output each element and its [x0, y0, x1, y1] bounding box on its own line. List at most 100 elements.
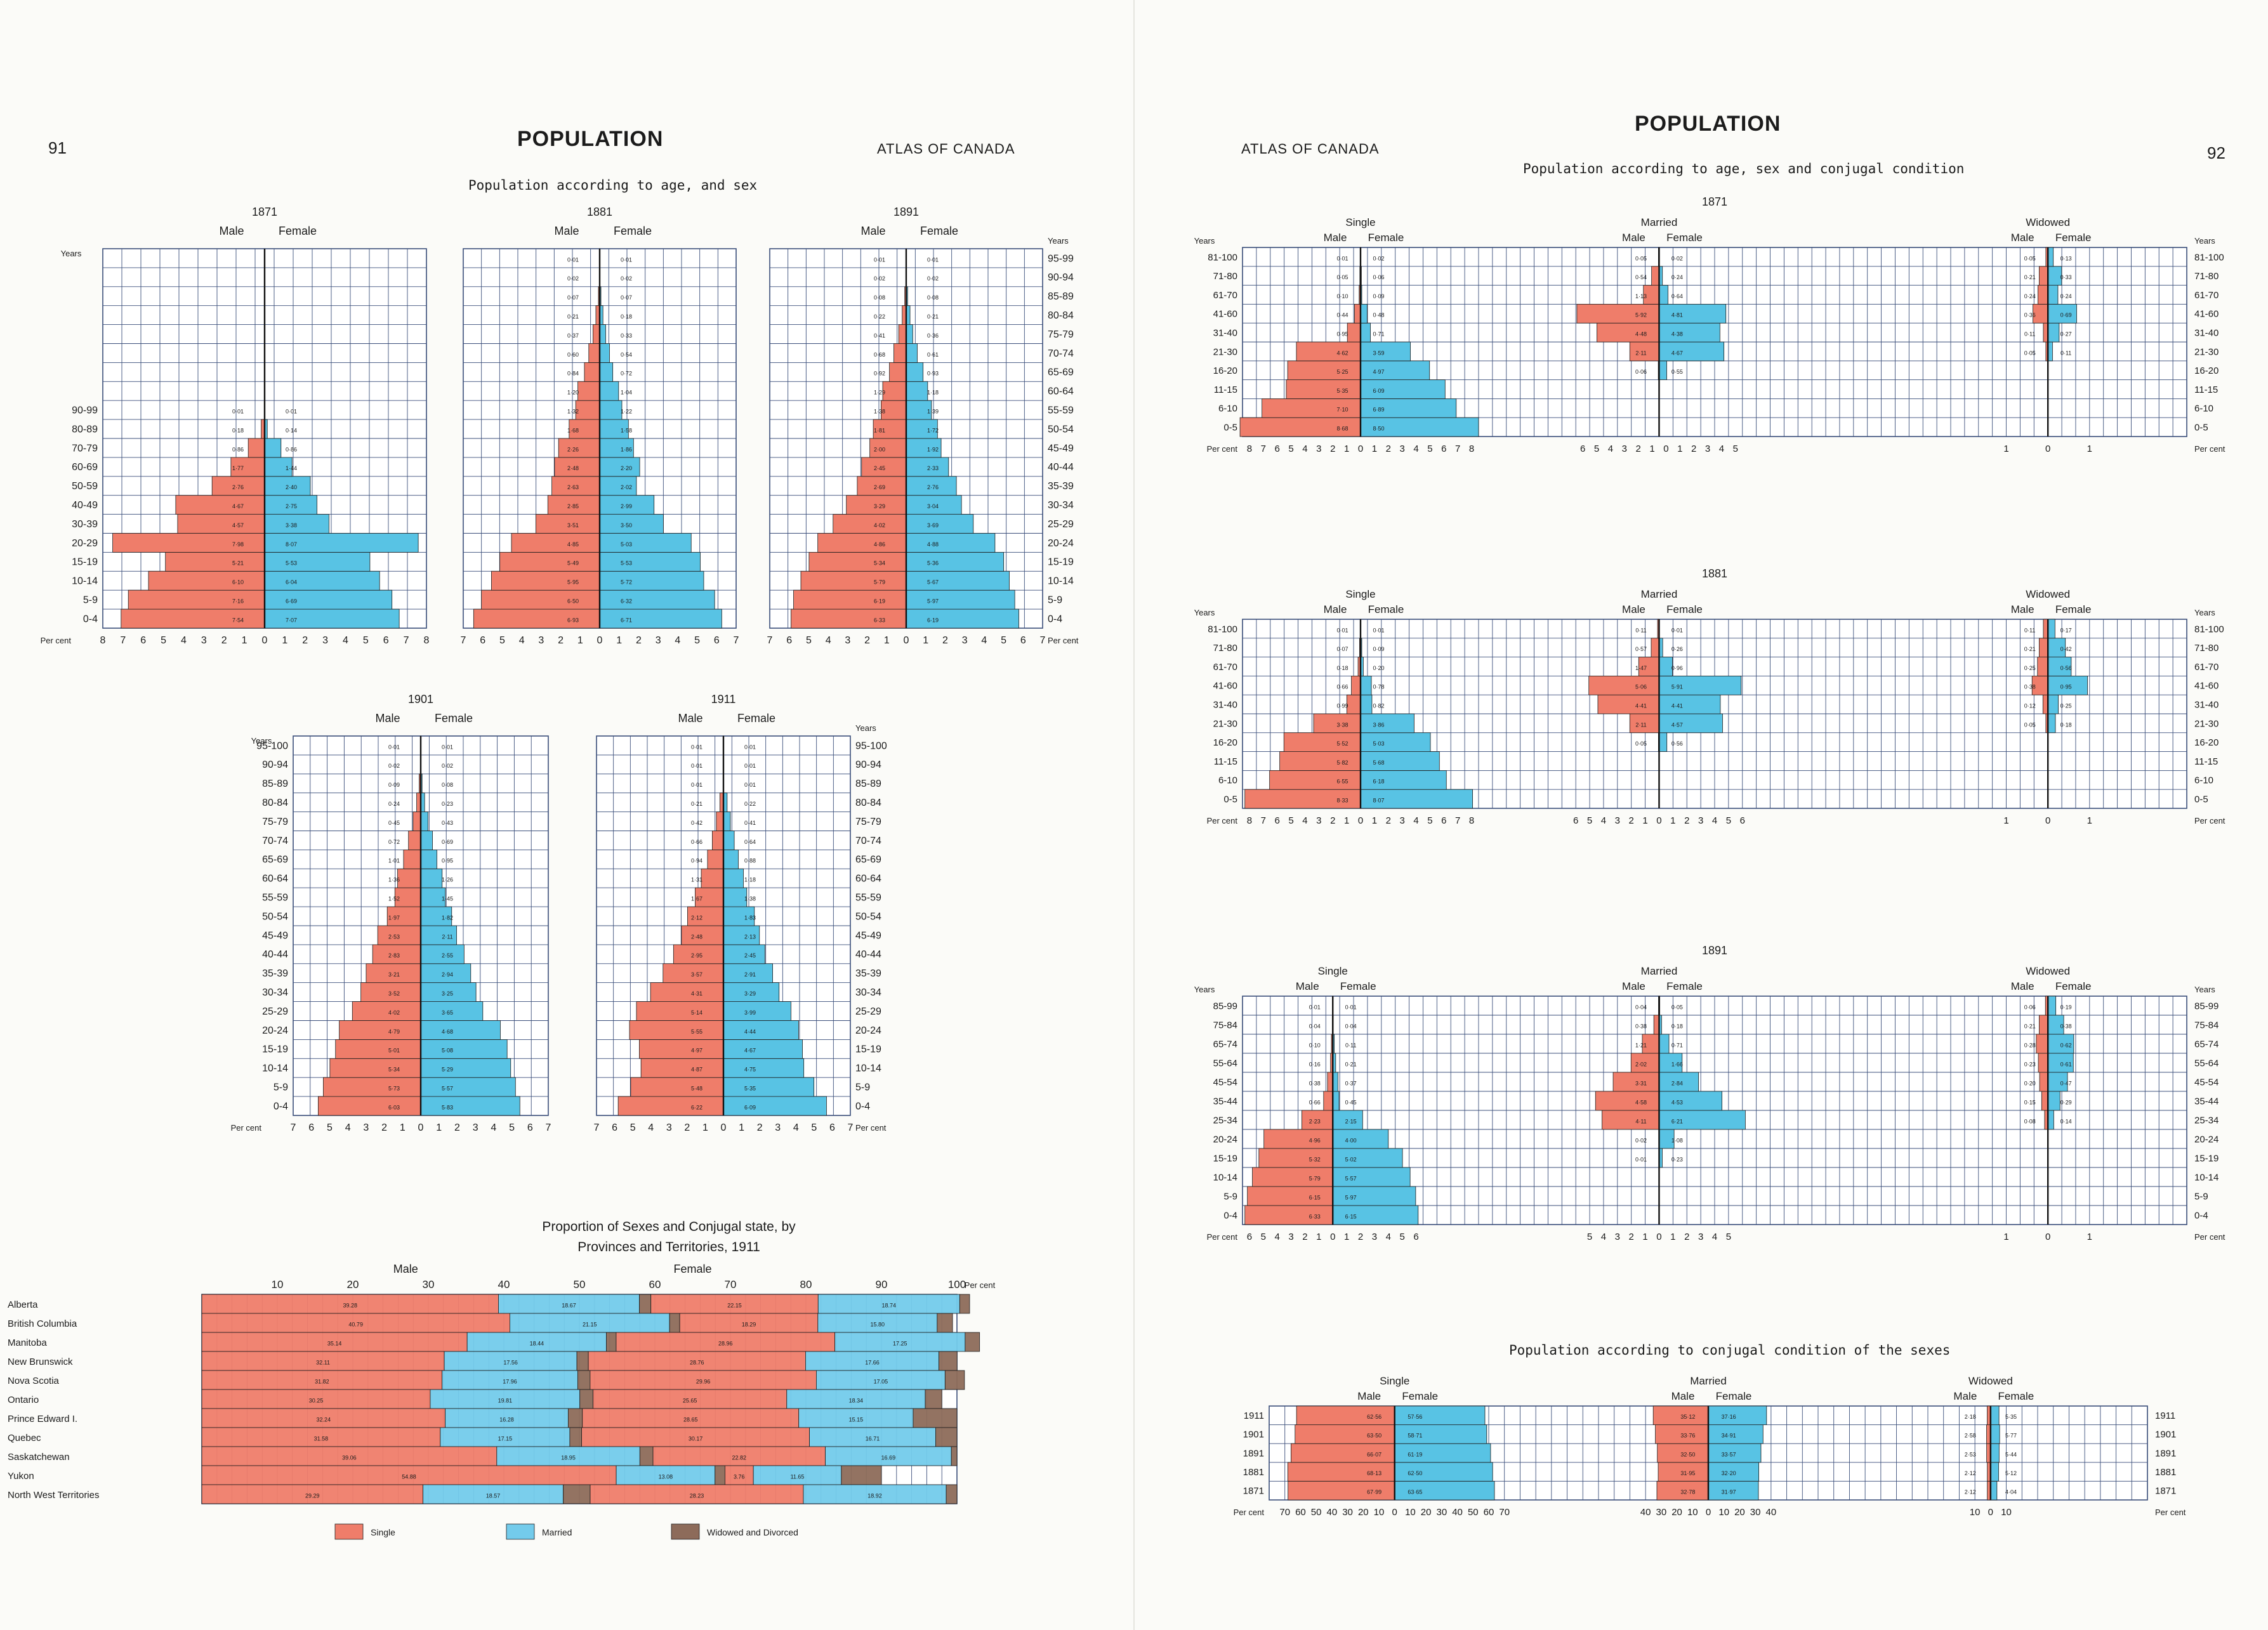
c1871-single-male-label: 0·44	[1337, 312, 1348, 319]
p1911-male-bar	[663, 963, 724, 983]
p1881-male-bar	[481, 589, 600, 610]
prov-male-married-label: 17.56	[503, 1359, 518, 1365]
c1871-single-female-bar	[1360, 417, 1479, 437]
p1871-male-label: 5·21	[232, 560, 244, 567]
p1901-age-label: 30-34	[262, 987, 288, 998]
p1891-male-bar	[791, 608, 907, 629]
c1881-single-tick-label: 2	[1330, 815, 1335, 826]
c1891-widowed-female-label: 0·62	[2060, 1042, 2072, 1048]
p1891-female-label: 0·08	[927, 294, 939, 301]
c1891-single-tick-label: 2	[1358, 1232, 1363, 1242]
c1891-married-female-label: 2·84	[1671, 1080, 1683, 1086]
c1891-single-male-bar	[1302, 1110, 1333, 1130]
p1881-male-label: 0·07	[567, 294, 579, 301]
p1871-tick-label: 5	[363, 635, 369, 646]
c1891-widowed-female-heading: Female	[2055, 980, 2092, 992]
p1901-years-label: Years	[251, 736, 272, 746]
c1891-age-label: 10-14	[2194, 1172, 2219, 1183]
c1891-married-tick-label: 1	[1670, 1232, 1675, 1242]
sexes-single-male-bar	[1296, 1405, 1395, 1426]
c1881-single-female-bar	[1360, 713, 1414, 733]
p1891-female-label: 1·92	[927, 446, 939, 452]
prov-male-married-label: 13.08	[659, 1473, 673, 1480]
p1911-age-label: 75-79	[855, 817, 881, 827]
c1881-single-male-label: 0·07	[1337, 646, 1348, 652]
p1911-male-bar	[707, 850, 724, 869]
prov-male-widowed-bar	[563, 1484, 591, 1504]
c1881-married-tick-label: 6	[1740, 815, 1745, 826]
p1891-male-label: 2·00	[874, 446, 885, 452]
p1891-female-bar	[906, 552, 1005, 572]
p1901-age-label: 0-4	[274, 1101, 288, 1112]
p1881-female-label: 2·99	[621, 503, 632, 509]
c1881-single-tick-label: 1	[1344, 815, 1349, 826]
sexes-married-male-label: 32·50	[1680, 1451, 1695, 1457]
p1871-female-bar	[264, 608, 400, 629]
prov-province-label: Nova Scotia	[8, 1376, 60, 1386]
p1901-male-label: 4·02	[388, 1009, 400, 1016]
c1871-single-male-label: 0·10	[1337, 293, 1348, 299]
p1901-female-heading: Female	[435, 712, 473, 725]
p1891-female-bar	[906, 457, 949, 477]
c1881-age-label: 71-80	[1213, 643, 1237, 654]
c1881-single-tick-label: 1	[1372, 815, 1377, 826]
p1891-female-label: 3·04	[927, 503, 939, 509]
p1881-male-bar	[535, 514, 600, 534]
p1911-female-label: 4·67	[744, 1048, 756, 1054]
c1881-age-label: 21-30	[1213, 718, 1237, 729]
c1881-widowed-male-label: 0·21	[2024, 646, 2036, 652]
sexes-married-male-label: 33·76	[1680, 1433, 1695, 1439]
sexes-single-female-label: 57·56	[1408, 1414, 1422, 1420]
prov-female-single-label: 25.65	[683, 1397, 697, 1403]
p1911-age-label: 45-49	[855, 930, 881, 941]
p1911-male-bar	[650, 982, 724, 1002]
prov-female-widowed-bar	[935, 1427, 958, 1447]
p1881-male-label: 0·21	[567, 313, 579, 320]
prov-legend-label: Married	[542, 1527, 572, 1537]
c1881-married-tick-label: 3	[1698, 815, 1703, 826]
c1891-married-male-bar	[1653, 1015, 1659, 1035]
sexes-married-female-label: 32·20	[1722, 1470, 1736, 1476]
p1881-female-heading: Female	[614, 225, 652, 237]
prov-province-label: Ontario	[8, 1395, 39, 1405]
c1891-single-female-bar	[1332, 1072, 1338, 1092]
p1891-female-label: 5·36	[927, 560, 939, 567]
c1881-age-label: 31-40	[1213, 699, 1237, 710]
p1901-female-label: 0·02	[442, 763, 453, 769]
p1871-age-label: 10-14	[72, 576, 98, 587]
c1881-married-tick-label: 0	[1656, 815, 1661, 826]
c1881-single-female-label: 5·68	[1373, 759, 1384, 766]
prov-male-married-bar	[445, 1408, 569, 1428]
p1871-female-bar	[264, 438, 282, 458]
c1891-widowed-female-bar	[2047, 1053, 2074, 1073]
c1871-widowed-female-bar	[2047, 247, 2054, 267]
c1891-widowed-male-bar	[2041, 1091, 2048, 1111]
prov-female-married-label: 17.66	[865, 1359, 880, 1365]
c1891-age-label: 45-54	[2194, 1077, 2219, 1088]
c1881-widowed-female-bar	[2047, 657, 2072, 676]
p1911-male-bar	[636, 1001, 724, 1021]
p1891-male-label: 0·41	[874, 332, 885, 339]
p1901-age-label: 65-69	[262, 855, 288, 865]
p1891-male-heading: Male	[860, 225, 885, 237]
p1881-male-label: 3·51	[567, 522, 579, 529]
sexes-single-male-label: 67·99	[1367, 1489, 1381, 1495]
p1911-female-bar	[723, 868, 744, 888]
c1871-percent-label: Per cent	[1207, 444, 1238, 454]
p1901-male-bar	[317, 1096, 421, 1116]
c1871-married-female-label: 4·81	[1671, 312, 1683, 319]
c1891-single-male-label: 6·33	[1309, 1213, 1321, 1219]
c1891-age-label: 55-64	[1213, 1058, 1237, 1068]
p1891-age-label: 65-69	[1048, 367, 1074, 378]
c1871-single-female-label: 8·50	[1373, 425, 1384, 431]
c1891-widowed-female-bar	[2047, 996, 2057, 1016]
c1891-widowed-male-label: 0·20	[2024, 1080, 2036, 1086]
p1911-female-bar	[723, 1096, 827, 1116]
p1891-female-label: 0·61	[927, 352, 939, 358]
p1881-female-bar	[599, 552, 701, 572]
p1871-female-bar	[264, 570, 380, 591]
sexes-married-tick-label: 30	[1750, 1507, 1761, 1518]
sexes-percent-label: Per cent	[2155, 1508, 2186, 1517]
p1881-male-bar	[511, 533, 600, 553]
